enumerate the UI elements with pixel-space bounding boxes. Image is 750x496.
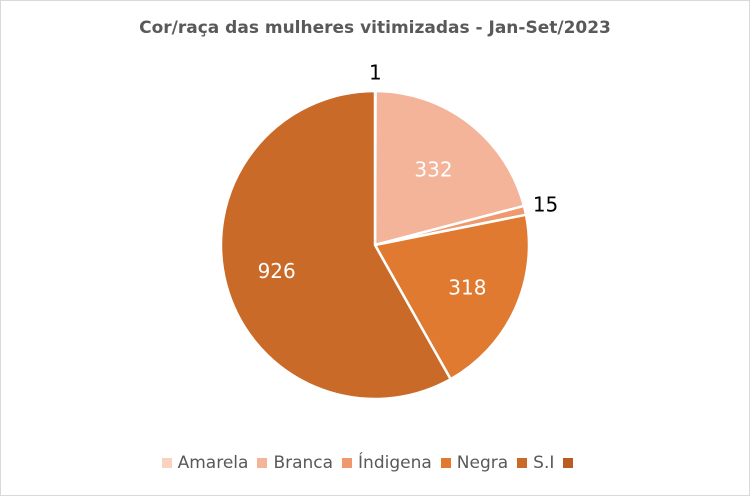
legend-label: Índigena: [358, 453, 432, 473]
legend-label: Negra: [456, 453, 509, 473]
legend-item-s-i: S.I: [517, 453, 554, 473]
data-label-s-i: 926: [258, 259, 296, 283]
pie-slice-s-i: [219, 89, 452, 401]
legend-label: S.I: [533, 453, 555, 473]
legend-item-negra: Negra: [440, 453, 509, 473]
legend-item-extra: [563, 458, 579, 468]
legend-item--ndigena: Índigena: [342, 453, 432, 473]
legend-swatch: [257, 458, 268, 468]
legend-swatch: [517, 458, 528, 468]
legend-label: Amarela: [177, 453, 249, 473]
legend-item-amarela: Amarela: [161, 453, 249, 473]
legend-swatch: [563, 458, 574, 468]
chart-legend: Amarela Branca Índigena Negra S.I: [0, 453, 750, 473]
pie-slice-negra: [373, 213, 531, 381]
legend-item-branca: Branca: [257, 453, 333, 473]
data-label--ndigena: 15: [533, 193, 558, 217]
legend-swatch: [440, 458, 451, 468]
data-label-amarela: 1: [369, 61, 382, 85]
data-label-negra: 318: [448, 275, 486, 299]
pie-slice-branca: [373, 89, 526, 247]
chart-title: Cor/raça das mulheres vitimizadas - Jan-…: [139, 18, 611, 38]
legend-swatch: [342, 458, 353, 468]
legend-swatch: [161, 458, 172, 468]
data-label-branca: 332: [414, 158, 452, 182]
legend-label: Branca: [273, 453, 334, 473]
